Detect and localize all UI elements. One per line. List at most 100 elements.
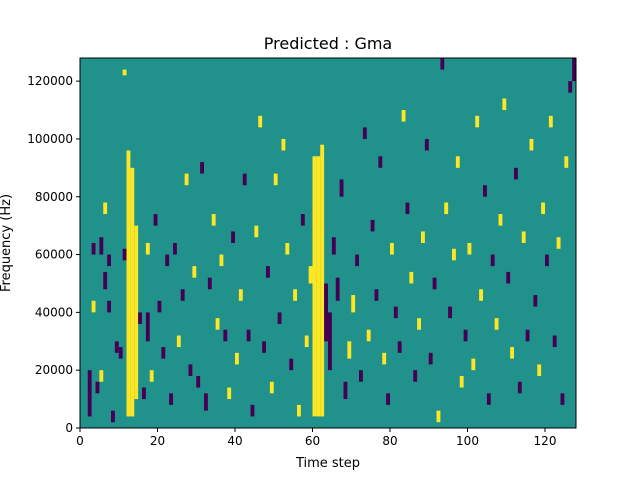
- heatmap-cell-27: [169, 393, 174, 405]
- x-tick-label: 0: [76, 434, 84, 448]
- heatmap-cell-65: [316, 156, 321, 417]
- heatmap-cell-61: [300, 214, 305, 226]
- heatmap-cell-23: [153, 214, 158, 226]
- heatmap-cell-5: [99, 370, 104, 382]
- heatmap-cell-41: [223, 329, 228, 342]
- heatmap-cell-72: [343, 381, 348, 400]
- heatmap-cell-0: [87, 370, 92, 417]
- heatmap-cell-56: [281, 138, 286, 151]
- heatmap-cell-107: [479, 289, 484, 301]
- heatmap-cell-8: [107, 300, 112, 313]
- heatmap-cell-113: [502, 98, 507, 111]
- heatmap-cell-26: [165, 254, 170, 267]
- heatmap-cell-75: [355, 254, 360, 267]
- y-tick-label: 120000: [27, 74, 73, 88]
- heatmap-cell-1: [91, 243, 96, 255]
- heatmap-cell-121: [533, 295, 538, 307]
- heatmap-cell-69: [331, 237, 336, 255]
- heatmap-cell-102: [459, 375, 464, 388]
- heatmap-cell-46: [242, 173, 247, 186]
- heatmap-cell-89: [409, 271, 414, 284]
- heatmap-cell-105: [471, 358, 476, 371]
- heatmap-cell-112: [498, 214, 503, 226]
- heatmap-cell-82: [382, 352, 387, 365]
- heatmap-cell-17: [134, 225, 139, 400]
- heatmap-cell-99: [448, 306, 453, 319]
- heatmap-cell-73: [347, 341, 352, 359]
- heatmap-cell-54: [273, 173, 278, 186]
- heatmap-cell-130: [568, 81, 573, 93]
- heatmap-cell-10: [111, 410, 115, 423]
- heatmap-cell-126: [552, 335, 557, 348]
- heatmap-cell-58: [289, 358, 294, 371]
- heatmap-cell-120: [529, 138, 534, 151]
- heatmap-cell-15: [126, 150, 131, 417]
- heatmap-cell-25: [161, 347, 166, 359]
- x-tick-label: 20: [150, 434, 165, 448]
- heatmap-cell-79: [370, 219, 375, 232]
- heatmap-cell-125: [548, 115, 553, 128]
- heatmap-cell-48: [250, 404, 255, 417]
- heatmap-cell-81: [378, 156, 383, 168]
- heatmap-cell-39: [215, 318, 220, 330]
- heatmap-cell-20: [145, 312, 150, 342]
- heatmap-cell-98: [444, 202, 449, 215]
- heatmap-cell-42: [227, 387, 232, 400]
- y-axis: 0 20000 40000 60000 80000 100000 120000: [27, 74, 80, 435]
- heatmap-cell-2: [91, 300, 96, 313]
- heatmap-cell-60: [297, 404, 301, 417]
- heatmap-cell-4: [99, 237, 104, 255]
- heatmap-cell-49: [254, 225, 259, 238]
- heatmap-cell-37: [207, 277, 212, 290]
- y-tick-label: 100000: [27, 132, 73, 146]
- heatmap-cell-43: [231, 231, 236, 243]
- heatmap-cell-63: [308, 266, 313, 284]
- heatmap-cell-31: [184, 173, 189, 186]
- x-tick-label: 100: [456, 434, 479, 448]
- heatmap-cell-47: [246, 329, 251, 342]
- heatmap-cell-18: [138, 312, 143, 324]
- heatmap-cell-53: [269, 381, 274, 394]
- heatmap-cell-96: [436, 410, 441, 423]
- heatmap-cell-103: [463, 329, 468, 342]
- x-axis-label: Time step: [295, 456, 360, 471]
- y-tick-label: 80000: [35, 190, 73, 204]
- heatmap-cell-30: [180, 289, 185, 301]
- heatmap-cell-109: [486, 393, 491, 405]
- x-tick-label: 80: [382, 434, 397, 448]
- heatmap-cell-115: [510, 347, 515, 359]
- heatmap-cell-88: [405, 202, 410, 215]
- heatmap-cell-19: [142, 387, 146, 400]
- heatmap-cell-34: [196, 375, 201, 388]
- heatmap-cell-3: [95, 381, 100, 394]
- heatmap-cell-32: [188, 364, 193, 376]
- heatmap-cell-6: [103, 202, 108, 215]
- heatmap-cell-114: [506, 271, 511, 284]
- heatmap-cell-67: [324, 283, 329, 342]
- heatmap-cell-108: [483, 185, 487, 197]
- heatmap-cell-123: [541, 202, 546, 215]
- x-axis: 0 20 40 60 80 100 120: [76, 428, 556, 448]
- heatmap-cell-128: [560, 393, 565, 405]
- heatmap-cell-77: [362, 127, 367, 139]
- heatmap-cell-111: [494, 318, 499, 330]
- x-tick-label: 60: [305, 434, 320, 448]
- heatmap-cell-59: [293, 289, 298, 301]
- y-axis-label: Frequency (Hz): [0, 194, 14, 292]
- heatmap-cell-85: [393, 306, 398, 319]
- heatmap-cell-12: [118, 347, 123, 359]
- heatmap-cell-40: [219, 254, 224, 267]
- heatmap-cell-127: [556, 237, 561, 249]
- heatmap-cell-119: [525, 329, 530, 342]
- heatmap-cell-90: [413, 370, 418, 382]
- heatmap-cell-51: [262, 341, 267, 353]
- chart-title: Predicted : Gma: [264, 34, 392, 53]
- x-tick-label: 40: [227, 434, 242, 448]
- heatmap-cell-21: [145, 243, 150, 255]
- y-tick-label: 0: [65, 421, 73, 435]
- heatmap-cell-52: [266, 266, 270, 278]
- heatmap-cell-118: [521, 231, 526, 243]
- heatmap-cell-38: [211, 214, 216, 226]
- heatmap-cell-50: [258, 115, 263, 128]
